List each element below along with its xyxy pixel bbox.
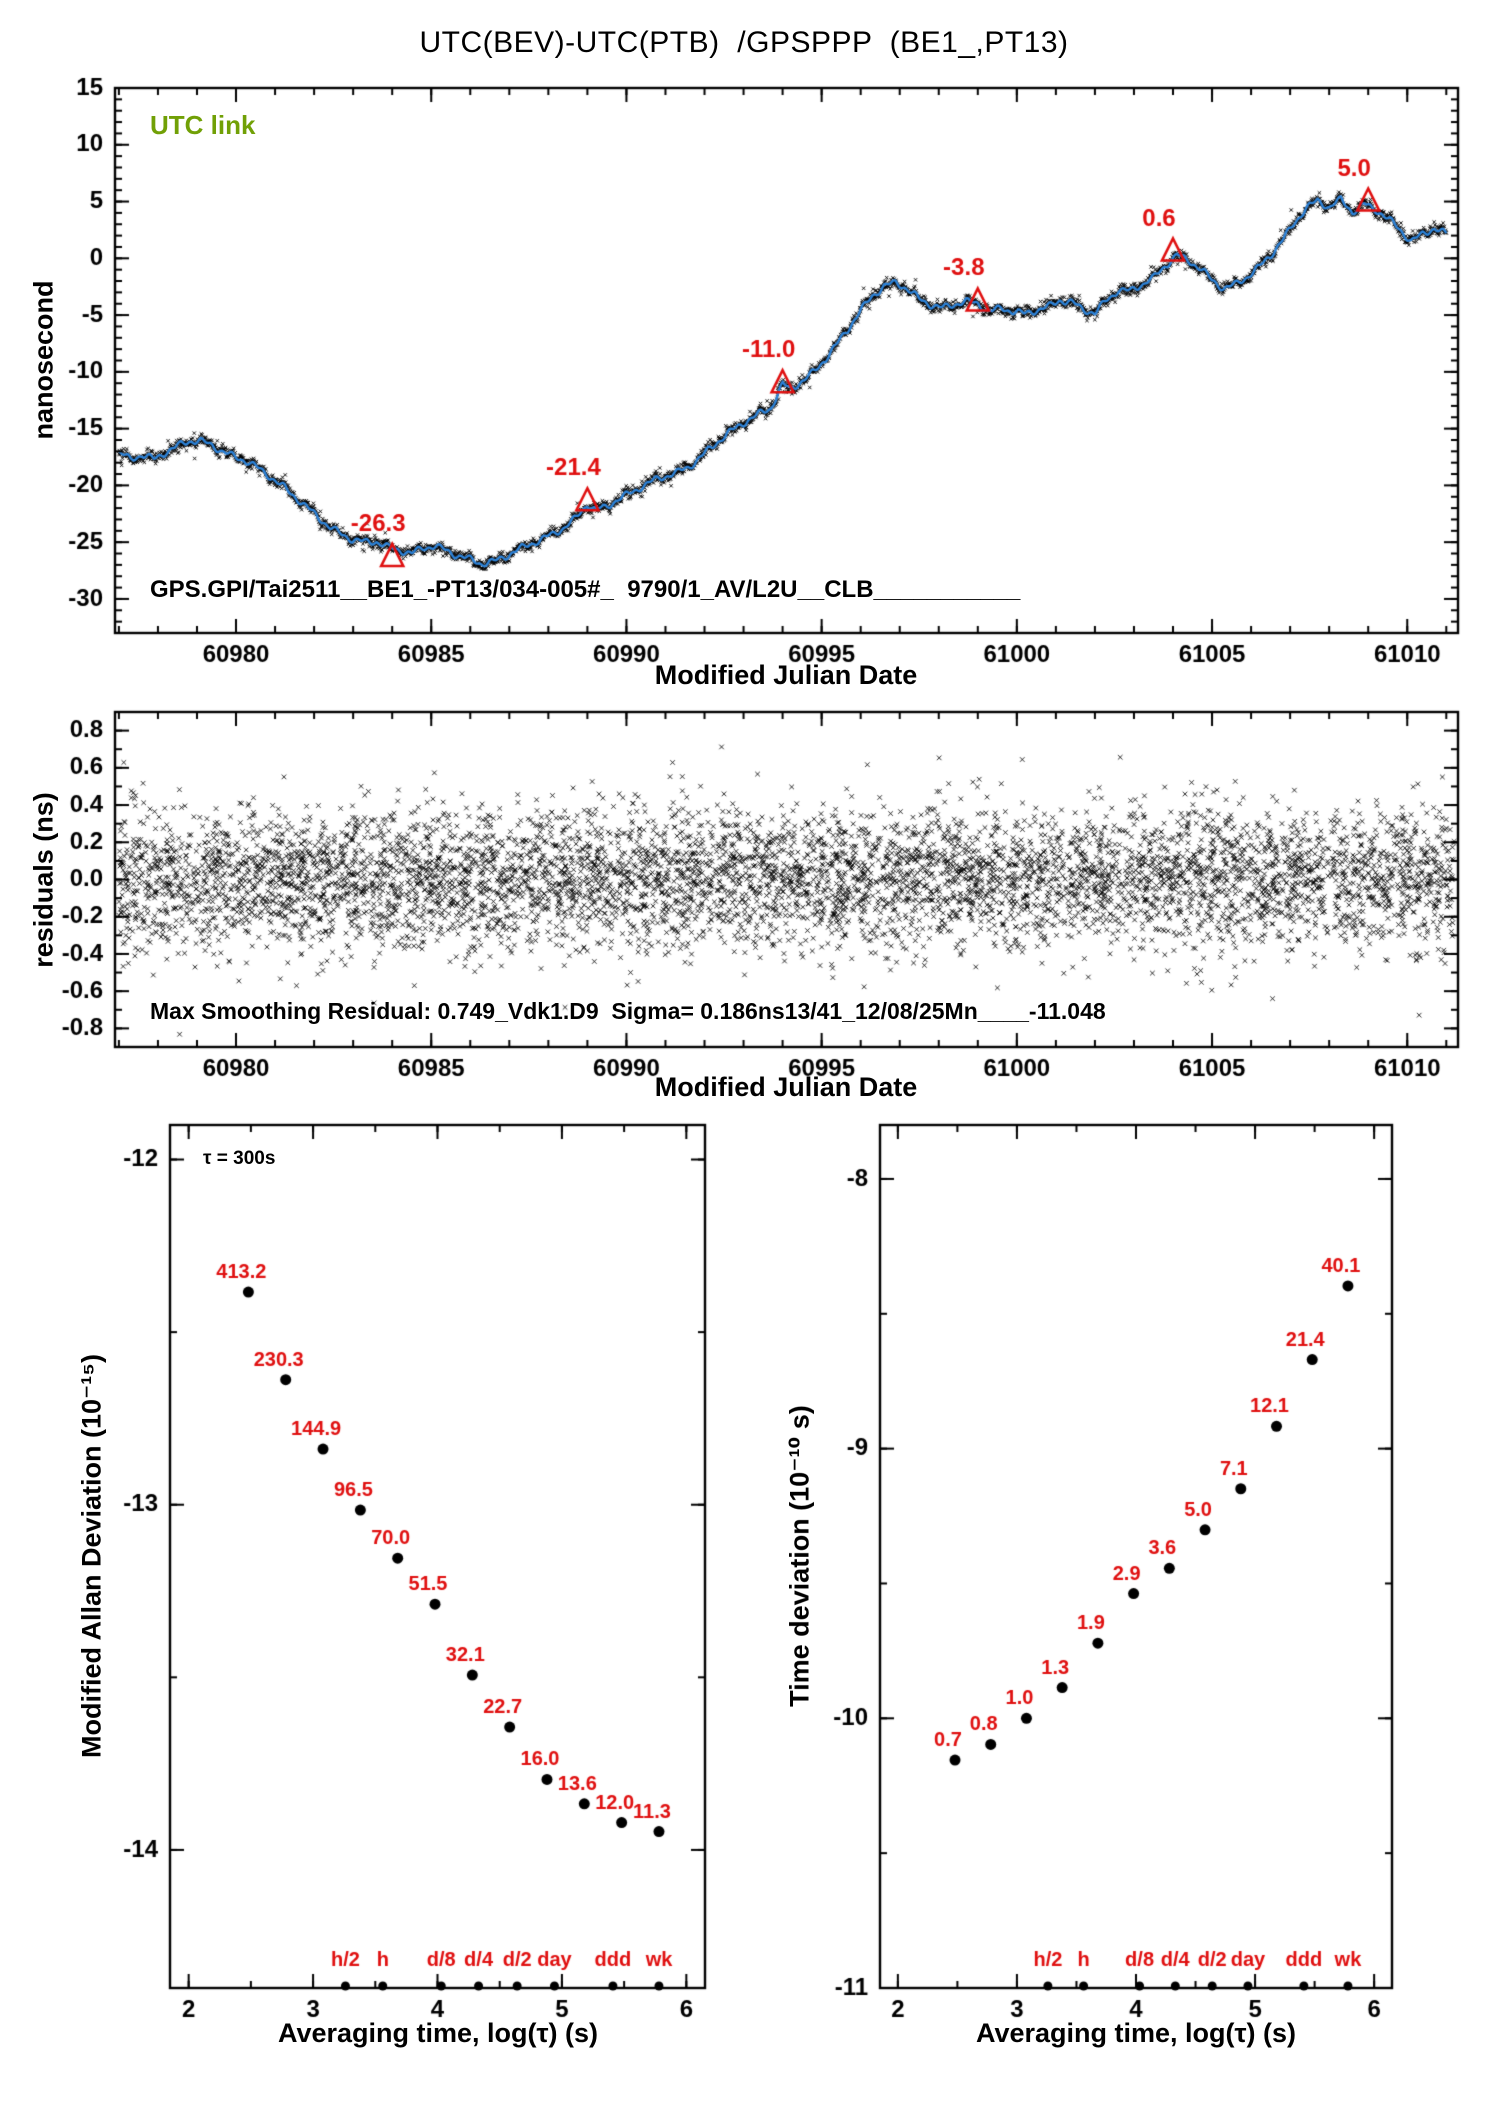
tau-annotation: τ = 300s [203, 1148, 276, 1169]
p1-y-axis-title: nanosecond [28, 280, 59, 440]
p1-x-axis-title: Modified Julian Date [654, 660, 918, 690]
link-id-footer: GPS.GPI/Tai2511__BE1_-PT13/034-005#_ 979… [150, 576, 1021, 603]
p2-x-axis-title: Modified Julian Date [654, 1072, 918, 1102]
tdev-x-axis-title: Averaging time, log(τ) (s) [975, 2018, 1297, 2048]
residuals-stats-annotation: Max Smoothing Residual: 0.749_Vdk1.D9 Si… [150, 998, 1106, 1024]
tdev-y-axis-title: Time deviation (10⁻¹⁰ s) [784, 1405, 815, 1707]
figure-title: UTC(BEV)-UTC(PTB) /GPSPPP (BE1_,PT13) [419, 26, 1069, 59]
mdev-x-axis-title: Averaging time, log(τ) (s) [277, 2018, 599, 2048]
utc-link-annotation: UTC link [150, 110, 256, 140]
p2-y-axis-title: residuals (ns) [28, 792, 59, 968]
mdev-y-axis-title: Modified Allan Deviation (10⁻¹⁵) [76, 1354, 107, 1758]
